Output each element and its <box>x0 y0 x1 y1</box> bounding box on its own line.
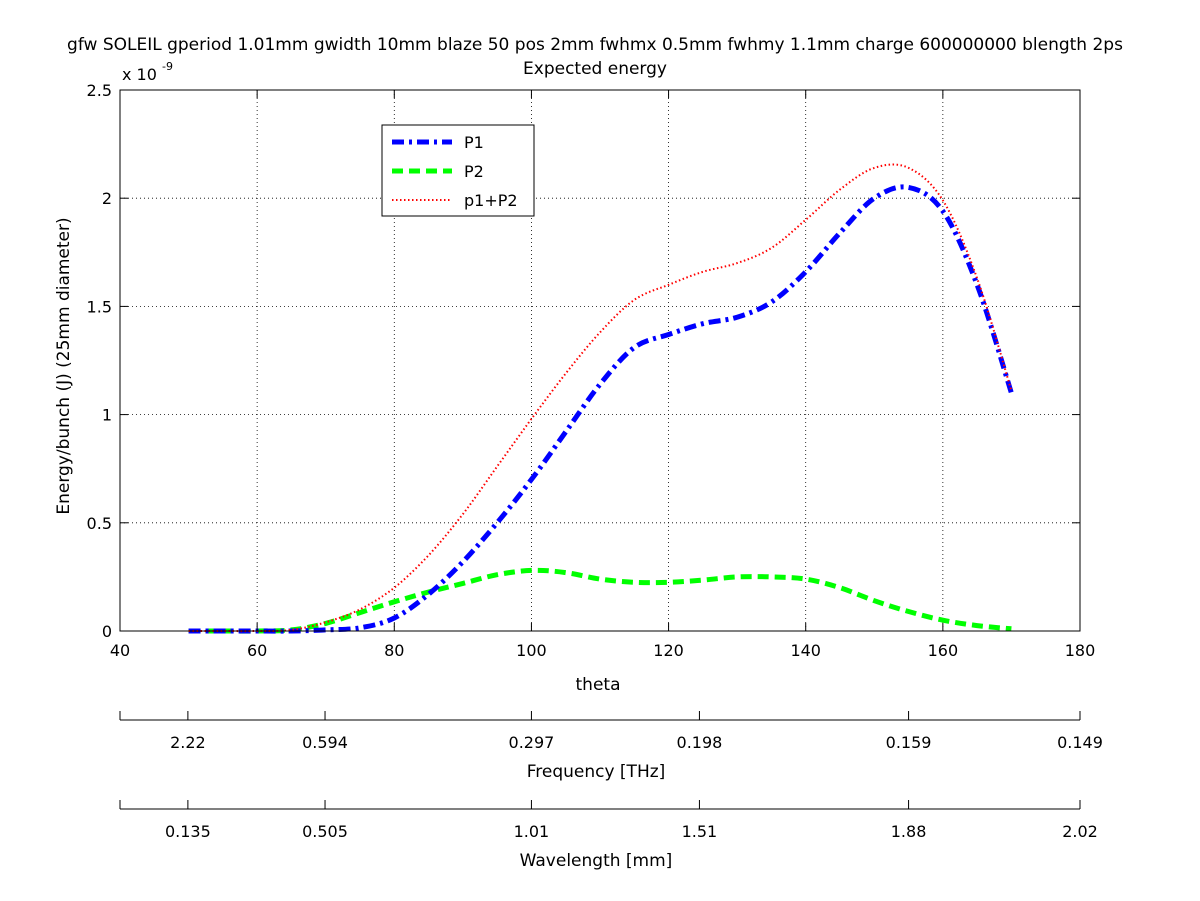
secondary-axis-tick-label: 2.22 <box>170 733 206 752</box>
secondary-axes: 2.22 0.594 0.297 0.198 0.159 0.149 Frequency [… <box>119 711 1103 871</box>
y-tick-label: 1.5 <box>87 297 112 316</box>
secondary-axis-tick-label: 1.01 <box>514 822 550 841</box>
secondary-axis-label: Frequency [THz] <box>527 762 666 782</box>
x-tick-label: 120 <box>653 641 684 660</box>
secondary-axis-tick-label: 0.149 <box>1057 733 1103 752</box>
y-tick-label: 0.5 <box>87 514 112 533</box>
series-line-p2 <box>188 567 1012 634</box>
secondary-axis-tick-label: 1.51 <box>682 822 718 841</box>
y-exponent-power: -9 <box>162 60 173 73</box>
x-tick-label: 40 <box>110 641 130 660</box>
series-line-p1-p2 <box>188 163 1013 633</box>
series-line-p1 <box>188 184 1014 634</box>
secondary-axis-tick-label: 0.135 <box>165 822 211 841</box>
plot-frame <box>119 89 1081 632</box>
y-ticks: 0 0.5 1 1.5 2 2.5 <box>87 81 1080 641</box>
chart-subtitle: Expected energy <box>523 59 667 79</box>
legend-label: P1 <box>464 133 484 152</box>
y-axis-label: Energy/bunch (J) (25mm diameter) <box>54 217 74 514</box>
secondary-axis-label: Wavelength [mm] <box>520 851 673 871</box>
y-tick-label: 2.5 <box>87 81 112 100</box>
y-tick-label: 0 <box>102 622 112 641</box>
x-tick-label: 140 <box>790 641 821 660</box>
y-tick-label: 1 <box>102 406 112 425</box>
legend-label: P2 <box>464 162 484 181</box>
secondary-axis-tick-label: 0.297 <box>509 733 555 752</box>
chart-title: gfw SOLEIL gperiod 1.01mm gwidth 10mm bl… <box>67 35 1123 55</box>
legend-label: p1+P2 <box>464 191 518 210</box>
x-axis-label: theta <box>576 675 621 695</box>
plot-area <box>120 90 1080 631</box>
secondary-axis-tick-label: 0.505 <box>302 822 348 841</box>
legend-box <box>381 124 535 217</box>
x-tick-label: 160 <box>928 641 959 660</box>
legend-items: P1 P2 p1+P2 <box>392 133 518 210</box>
legend: P1 P2 p1+P2 <box>381 124 535 217</box>
y-exponent-base: x 10 <box>122 65 157 84</box>
y-exponent: x 10 -9 <box>122 60 173 84</box>
x-tick-label: 60 <box>247 641 267 660</box>
secondary-axis-tick-label: 0.594 <box>302 733 348 752</box>
x-tick-label: 180 <box>1065 641 1096 660</box>
secondary-axis-tick-label: 0.198 <box>677 733 723 752</box>
secondary-axis-tick-label: 2.02 <box>1062 822 1098 841</box>
grid <box>120 90 1080 631</box>
secondary-axis-tick-label: 0.159 <box>886 733 932 752</box>
series-group <box>188 163 1014 634</box>
secondary-axis-tick-label: 1.88 <box>891 822 927 841</box>
x-tick-label: 100 <box>516 641 547 660</box>
y-tick-label: 2 <box>102 189 112 208</box>
x-tick-label: 80 <box>384 641 404 660</box>
x-ticks: 40 60 80 100 120 140 160 180 <box>110 90 1095 660</box>
